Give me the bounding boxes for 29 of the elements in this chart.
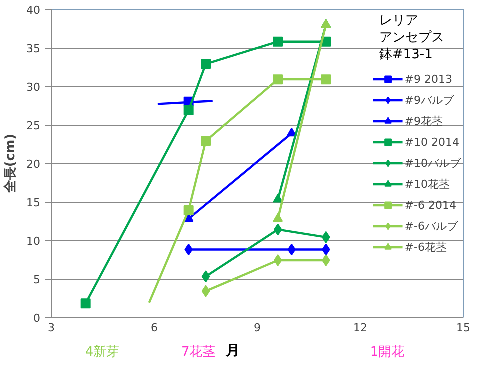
legend-label: #-6バルブ <box>404 218 458 234</box>
y-tick-label: 40 <box>26 4 41 17</box>
x-axis-title: 月 <box>226 342 240 360</box>
legend-label: #9バルブ <box>404 92 454 108</box>
legend-label: #10花茎 <box>404 176 450 192</box>
y-axis-title: 全長(cm) <box>4 134 19 194</box>
x-tick-label: 15 <box>456 322 470 334</box>
x-tick-label: 6 <box>151 322 158 334</box>
text: 1開花 <box>370 344 405 361</box>
y-tick-label: 20 <box>26 158 41 171</box>
annotation: 鉢#13-1 <box>380 48 433 62</box>
y-tick-label: 30 <box>26 81 41 94</box>
legend-label: #10 2014 <box>404 134 460 150</box>
x-tick-label: 12 <box>354 322 368 334</box>
y-tick-label: 25 <box>26 120 41 132</box>
legend-label: #9 2013 <box>404 72 452 87</box>
legend-label: #9花茎 <box>404 114 443 129</box>
y-tick-label: 35 <box>26 42 41 56</box>
annotation: レリア <box>380 14 418 28</box>
y-tick-label: 15 <box>26 196 41 210</box>
legend-label: #-6花茎 <box>404 240 447 255</box>
y-tick-label: 0 <box>34 312 40 325</box>
x-tick-label: 9 <box>254 322 261 334</box>
y-tick-label: 10 <box>26 235 41 248</box>
y-tick-label: 5 <box>34 274 40 286</box>
text: 4新芽 <box>85 344 120 361</box>
text: 7花茎 <box>181 344 216 361</box>
annotation: アンセプス <box>380 30 444 46</box>
x-tick-label: 3 <box>48 322 55 334</box>
